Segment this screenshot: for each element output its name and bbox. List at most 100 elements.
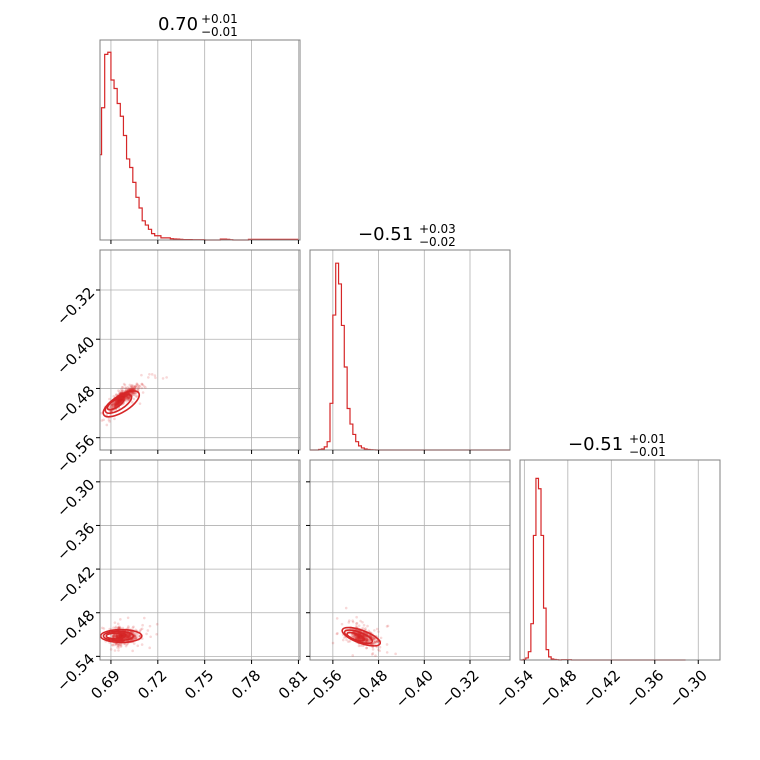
scatter-point xyxy=(117,634,121,637)
scatter-point xyxy=(124,396,127,400)
scatter-point xyxy=(125,643,129,646)
scatter-point xyxy=(122,395,126,399)
scatter-point xyxy=(131,392,134,395)
scatter-point xyxy=(357,624,361,628)
scatter-point xyxy=(115,635,119,639)
scatter-point xyxy=(132,393,136,396)
scatter-point xyxy=(131,387,134,391)
ticks-layer: 0.69 0.72 0.75 0.78 0.81−0.56 −0.48 −0.40 −0.32… xyxy=(53,240,711,712)
scatter-point xyxy=(118,634,122,637)
scatter-point xyxy=(122,382,126,386)
y-tick-label: −0.48 xyxy=(53,606,98,651)
scatter-point xyxy=(364,627,367,630)
scatter-point xyxy=(108,397,111,401)
scatter-point xyxy=(118,626,121,629)
scatter-point xyxy=(385,643,389,646)
scatter-point xyxy=(356,636,359,640)
scatter-point xyxy=(116,646,119,649)
y-tick-label: −0.48 xyxy=(53,382,98,427)
scatter-point xyxy=(114,401,118,405)
scatter-point xyxy=(132,625,135,629)
scatter-point xyxy=(116,402,119,406)
scatter-point xyxy=(120,634,124,638)
scatter-point xyxy=(126,396,130,399)
scatter-point xyxy=(114,400,118,403)
scatter-point xyxy=(127,636,130,639)
scatter-point xyxy=(115,401,118,404)
scatter-point xyxy=(133,637,137,640)
scatter-point xyxy=(118,634,122,638)
y-tick-label: −0.36 xyxy=(53,519,98,564)
scatter-point xyxy=(122,395,125,399)
scatter-point xyxy=(365,638,369,642)
scatter-point xyxy=(135,636,138,640)
scatter-point xyxy=(128,391,132,395)
scatter-point xyxy=(120,385,124,389)
scatter-point xyxy=(336,632,339,635)
scatter-point xyxy=(394,652,397,656)
scatter-point xyxy=(115,634,118,637)
scatter-point xyxy=(124,396,128,400)
scatter-point xyxy=(127,396,130,400)
scatter-point xyxy=(125,636,129,640)
scatter-point xyxy=(111,402,115,406)
scatter-point xyxy=(117,398,121,402)
scatter-point xyxy=(165,376,168,379)
scatter-point xyxy=(119,633,122,637)
scatter-point xyxy=(366,636,370,640)
scatter-point xyxy=(118,400,121,403)
scatter-point xyxy=(128,396,131,400)
scatter-point xyxy=(119,400,123,404)
scatter-point xyxy=(118,643,121,647)
scatter-point xyxy=(114,633,117,637)
scatter-point xyxy=(126,635,130,639)
histogram-param-1 xyxy=(100,51,299,241)
scatter-point xyxy=(119,398,123,401)
scatter-point xyxy=(131,631,134,634)
scatter-point xyxy=(140,627,144,631)
scatter-point xyxy=(144,386,147,389)
scatter-point xyxy=(113,402,117,406)
scatter-point xyxy=(114,626,117,630)
scatter-point xyxy=(135,635,138,639)
scatter-point xyxy=(356,635,360,638)
scatter-point xyxy=(112,634,115,638)
scatter-point xyxy=(135,633,139,636)
scatter-point xyxy=(133,385,136,389)
scatter-point xyxy=(128,388,132,391)
scatter-point xyxy=(375,639,379,643)
scatter-point xyxy=(123,396,127,400)
scatter-point xyxy=(108,627,112,631)
contour-param2-param3-level-3 xyxy=(341,626,382,647)
scatter-point xyxy=(131,391,135,395)
scatter-point xyxy=(117,401,120,405)
scatter-point xyxy=(142,385,146,388)
scatter-point xyxy=(117,400,121,403)
scatter-point xyxy=(134,637,138,641)
scatter-point xyxy=(133,385,137,388)
scatter-point xyxy=(129,388,132,391)
scatter-point xyxy=(116,635,120,639)
scatter-point xyxy=(358,636,362,640)
scatter-point xyxy=(134,391,137,395)
scatter-point xyxy=(129,634,132,637)
scatter-point xyxy=(119,644,123,647)
scatter-point xyxy=(112,635,115,639)
scatter-point xyxy=(357,635,360,639)
scatter-point xyxy=(354,636,358,639)
scatter-point xyxy=(113,403,117,406)
scatter-point xyxy=(108,405,111,408)
scatter-point xyxy=(116,401,120,404)
scatter-point xyxy=(115,400,119,403)
title-param-3-minus: −0.01 xyxy=(629,445,666,459)
scatter-point xyxy=(108,406,112,410)
scatter-point xyxy=(132,387,135,391)
scatter-point xyxy=(140,386,144,390)
scatter-point xyxy=(362,623,366,627)
scatter-point xyxy=(356,635,360,638)
scatter-point xyxy=(119,401,122,404)
scatter-point xyxy=(340,622,344,626)
scatter-point xyxy=(373,629,376,632)
scatter-point xyxy=(127,397,130,400)
